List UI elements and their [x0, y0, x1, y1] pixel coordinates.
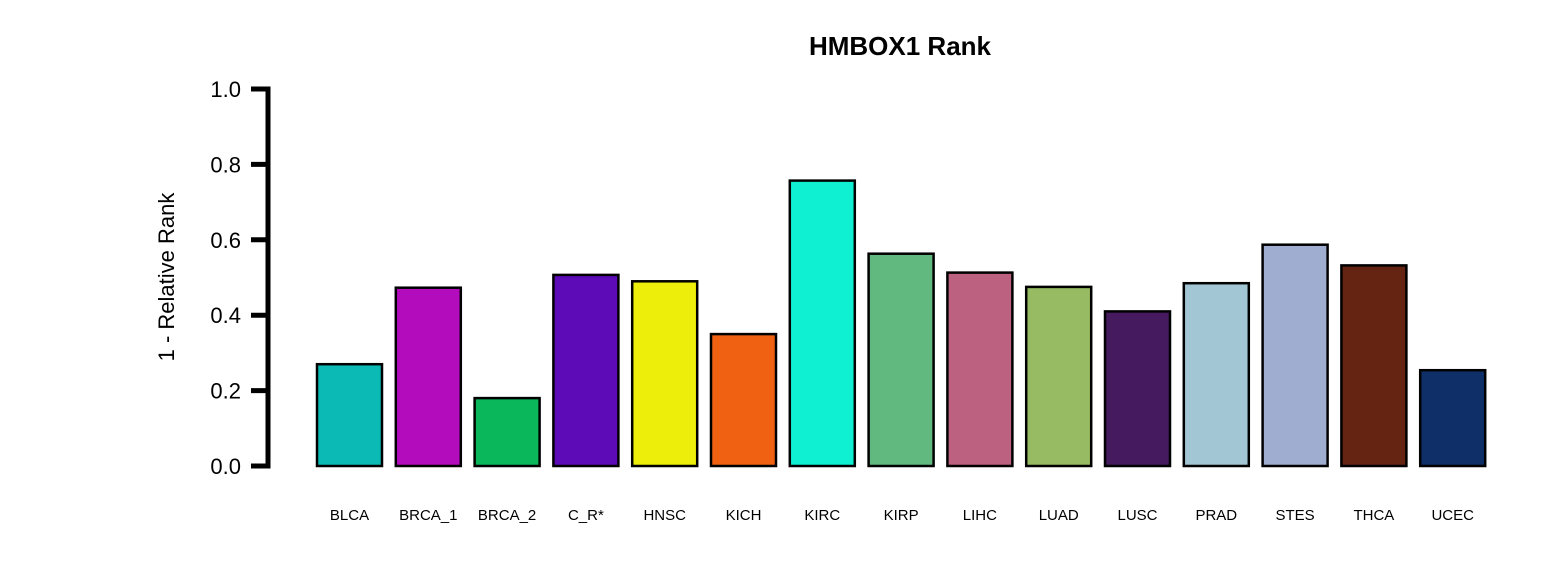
y-tick-label: 0.2 [210, 379, 241, 404]
bar-thca [1340, 264, 1408, 468]
bars [315, 179, 1487, 468]
x-tick-label: LUSC [1117, 507, 1157, 524]
x-tick-label: BLCA [330, 507, 369, 524]
x-tick-label: C_R* [568, 507, 604, 524]
x-tick-label: PRAD [1195, 507, 1237, 524]
x-tick-label: BRCA_2 [478, 507, 536, 524]
y-tick-label: 0.8 [210, 152, 241, 177]
bar-stes [1261, 243, 1329, 468]
x-tick-label: HNSC [643, 507, 686, 524]
y-axis-ticks: 0.0 0.2 0.4 0.6 0.8 1.0 [210, 77, 268, 479]
y-tick-label: 0.4 [210, 303, 241, 328]
bar-kich [709, 332, 778, 468]
bar-brca-2 [473, 396, 541, 468]
bar-lihc [946, 271, 1014, 468]
chart-title: HMBOX1 Rank [809, 31, 992, 61]
bar-ucec [1418, 368, 1487, 468]
x-tick-label: KIRP [884, 507, 919, 524]
bar-brca-1 [394, 286, 463, 468]
bar-kirc [788, 179, 857, 468]
x-tick-label: STES [1276, 507, 1315, 524]
bar-c-r [552, 273, 620, 468]
x-tick-label: KIRC [804, 507, 840, 524]
y-tick-label: 1.0 [210, 77, 241, 102]
y-tick-label: 0.6 [210, 228, 241, 253]
bar-prad [1182, 281, 1251, 468]
x-tick-label: LUAD [1039, 507, 1079, 524]
x-axis-tick-labels: BLCA BRCA_1 BRCA_2 C_R* HNSC KICH KIRC KIRP LIHC… [330, 507, 1474, 524]
bar-luad [1024, 285, 1093, 468]
bar-lusc [1103, 310, 1172, 468]
x-tick-label: UCEC [1431, 507, 1474, 524]
x-tick-label: LIHC [963, 507, 997, 524]
x-tick-label: KICH [726, 507, 762, 524]
bar-hnsc [630, 280, 699, 468]
x-tick-label: BRCA_1 [399, 507, 457, 524]
bar-blca [315, 362, 384, 468]
bar-kirp [867, 252, 935, 468]
y-tick-label: 0.0 [210, 454, 241, 479]
x-tick-label: THCA [1353, 507, 1394, 524]
y-axis-label: 1 - Relative Rank [154, 192, 179, 362]
